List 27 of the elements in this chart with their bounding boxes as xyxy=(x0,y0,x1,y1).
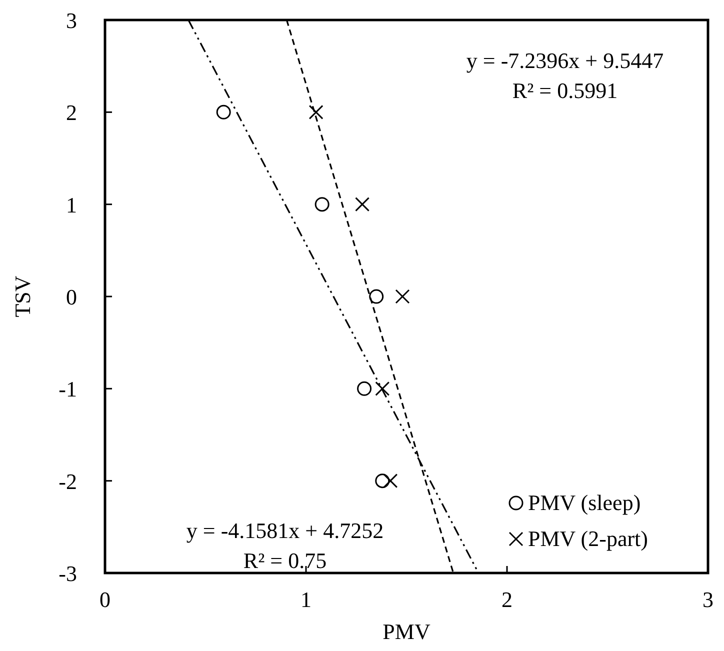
point xyxy=(375,381,390,396)
point xyxy=(355,197,370,212)
x-tick-label: 1 xyxy=(300,587,312,612)
point xyxy=(369,289,384,304)
y-tick-label: -1 xyxy=(58,376,77,402)
legend-label: PMV (2-part) xyxy=(528,526,648,551)
annotation: y = -4.1581x + 4.7252 R² = 0.75 xyxy=(186,518,384,573)
y-tick-label: 0 xyxy=(66,284,77,310)
point xyxy=(314,197,330,212)
point xyxy=(383,474,398,488)
y-tick-label: 2 xyxy=(66,100,77,126)
legend-label: PMV (sleep) xyxy=(528,490,641,515)
x-tick-label: 0 xyxy=(100,587,110,612)
point xyxy=(216,104,231,120)
y-tick-label: -2 xyxy=(58,468,77,494)
annotation: y = -7.2396x + 9.5447 R² = 0.5991 xyxy=(466,48,664,103)
point xyxy=(357,381,372,396)
y-axis-title: TSV xyxy=(10,276,35,318)
point xyxy=(375,474,390,488)
x-tick-label: 2 xyxy=(502,587,512,612)
point xyxy=(308,104,324,120)
y-tick-label: 1 xyxy=(66,192,77,218)
x-tick-label: 3 xyxy=(702,587,714,612)
point xyxy=(395,289,410,304)
x-axis-title: PMV xyxy=(382,619,430,644)
y-tick-label: -3 xyxy=(58,561,77,586)
y-tick-label: 3 xyxy=(66,8,77,33)
